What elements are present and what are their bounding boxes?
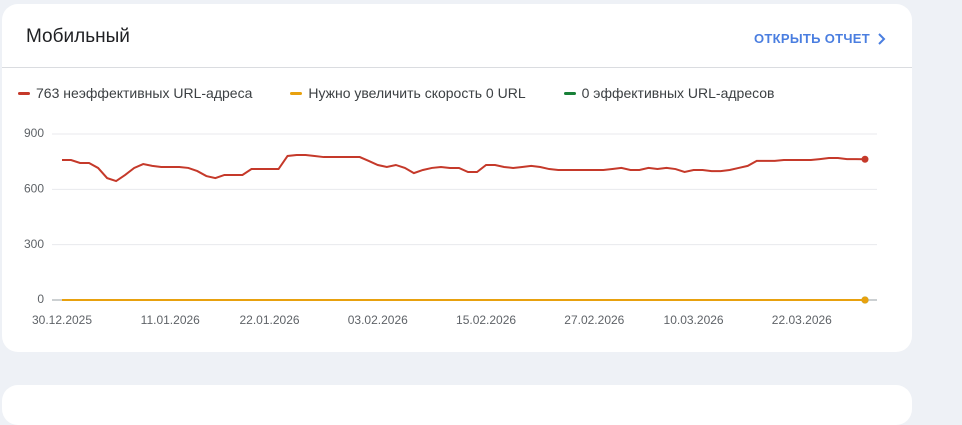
divider — [2, 67, 912, 68]
legend-item[interactable]: Нужно увеличить скорость 0 URL — [290, 85, 526, 101]
legend-label: Нужно увеличить скорость 0 URL — [308, 85, 526, 101]
chart: 0 300 600 900 30.12.2025 11.01.2026 22.01.2026… — [24, 126, 877, 327]
x-tick-label: 15.02.2026 — [456, 313, 516, 327]
series-line — [62, 154, 866, 183]
page: Мобильный ОТКРЫТЬ ОТЧЕТ 763 неэффективны… — [2, 4, 912, 425]
x-tick-label: 30.12.2025 — [32, 313, 92, 327]
legend: 763 неэффективных URL-адреса Нужно увелич… — [18, 85, 812, 101]
x-tick-label: 22.03.2026 — [772, 313, 832, 327]
legend-item[interactable]: 0 эффективных URL-адресов — [563, 85, 775, 101]
y-tick-label: 900 — [24, 126, 44, 140]
link-text[interactable]: ОТКРЫТЬ ОТЧЕТ — [754, 31, 870, 46]
open-report[interactable]: ОТКРЫТЬ ОТЧЕТ — [754, 31, 886, 46]
card-title: Мобильный — [26, 26, 130, 47]
x-tick-label: 10.03.2026 — [664, 313, 724, 327]
y-tick-label: 600 — [24, 182, 44, 196]
chevron — [878, 32, 886, 45]
y-tick-label: 0 — [37, 292, 44, 306]
x-tick-label: 03.02.2026 — [348, 313, 408, 327]
card: Мобильный ОТКРЫТЬ ОТЧЕТ 763 неэффективны… — [2, 4, 912, 352]
legend-label: 0 эффективных URL-адресов — [581, 85, 775, 101]
legend-swatch — [290, 91, 303, 95]
legend-swatch — [563, 91, 576, 95]
legend-label: 763 неэффективных URL-адреса — [36, 85, 253, 101]
x-tick-label: 27.02.2026 — [564, 313, 624, 327]
end-point — [861, 155, 869, 163]
legend-item[interactable]: 763 неэффективных URL-адреса — [18, 85, 252, 101]
end-point — [861, 296, 869, 304]
x-tick-label: 22.01.2026 — [239, 313, 299, 327]
x-tick-label: 11.01.2026 — [141, 313, 200, 327]
y-tick-label: 300 — [24, 237, 44, 251]
legend-swatch — [18, 91, 30, 95]
